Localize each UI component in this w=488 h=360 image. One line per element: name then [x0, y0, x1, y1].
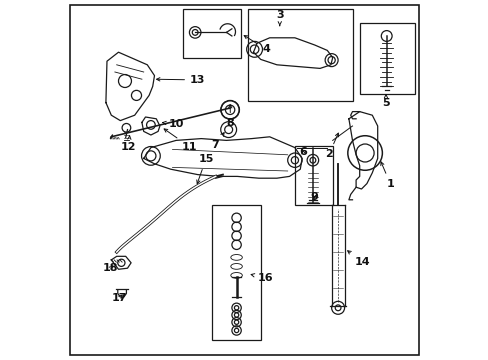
Text: 2: 2: [325, 133, 338, 159]
Text: 1: 1: [380, 162, 393, 189]
Bar: [183, 9, 241, 58]
Text: 12: 12: [121, 136, 136, 152]
Bar: [359, 23, 415, 94]
Text: 6: 6: [299, 147, 306, 157]
Text: 18: 18: [102, 263, 118, 273]
Text: 4: 4: [244, 36, 269, 54]
Text: 16: 16: [251, 273, 273, 283]
Text: 11: 11: [164, 129, 197, 152]
Text: 7: 7: [211, 133, 224, 150]
Text: 13: 13: [156, 75, 205, 85]
Bar: [247, 9, 352, 101]
Text: 10: 10: [162, 119, 183, 129]
Bar: [294, 146, 332, 205]
Bar: [212, 205, 260, 340]
Text: 8: 8: [226, 105, 234, 128]
Text: 3: 3: [275, 10, 283, 26]
Text: 17: 17: [111, 293, 127, 303]
Text: 15: 15: [196, 154, 213, 184]
Text: 5: 5: [382, 95, 389, 108]
Text: 14: 14: [347, 251, 369, 267]
Text: 9: 9: [309, 192, 317, 202]
